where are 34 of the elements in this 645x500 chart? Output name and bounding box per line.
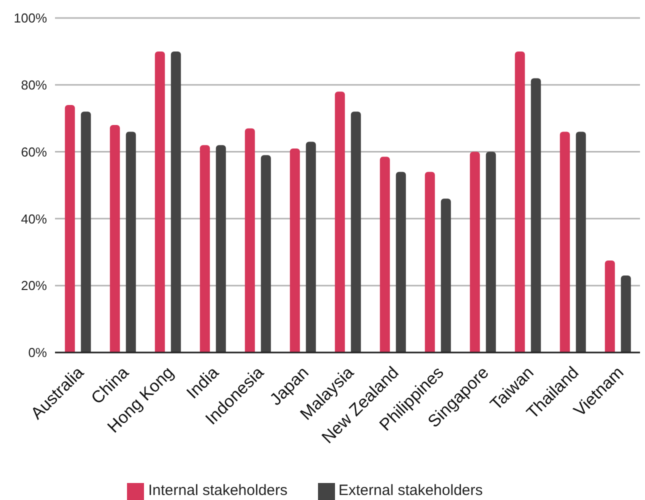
y-tick-label: 100% [14, 10, 48, 26]
bar [424, 172, 435, 352]
y-tick-label: 80% [20, 78, 48, 93]
y-tick-label: 0% [28, 345, 48, 360]
legend-label: Internal stakeholders [148, 482, 288, 500]
bar [350, 112, 361, 352]
bar [486, 152, 496, 352]
bar [604, 260, 615, 352]
bar [560, 132, 570, 352]
bar [200, 145, 210, 352]
bar [514, 51, 525, 352]
bar [244, 128, 255, 352]
bar [334, 92, 345, 352]
y-tick-label: 40% [20, 211, 48, 226]
bar [576, 132, 586, 352]
bar [170, 51, 181, 352]
legend-label: External stakeholders [338, 482, 483, 500]
y-tick-label: 20% [20, 278, 48, 294]
bar [396, 172, 406, 352]
bar [530, 78, 541, 352]
y-tick-label: 60% [20, 144, 48, 160]
bar [440, 198, 451, 352]
bar [64, 104, 75, 352]
bar [470, 152, 480, 352]
bar [80, 112, 91, 352]
bar [380, 156, 390, 352]
bar [306, 142, 316, 352]
bar [216, 145, 226, 352]
bar [154, 51, 165, 352]
bar [290, 148, 300, 352]
bar [620, 276, 631, 352]
bar [126, 132, 136, 352]
bar [260, 155, 271, 352]
bar [110, 125, 120, 352]
